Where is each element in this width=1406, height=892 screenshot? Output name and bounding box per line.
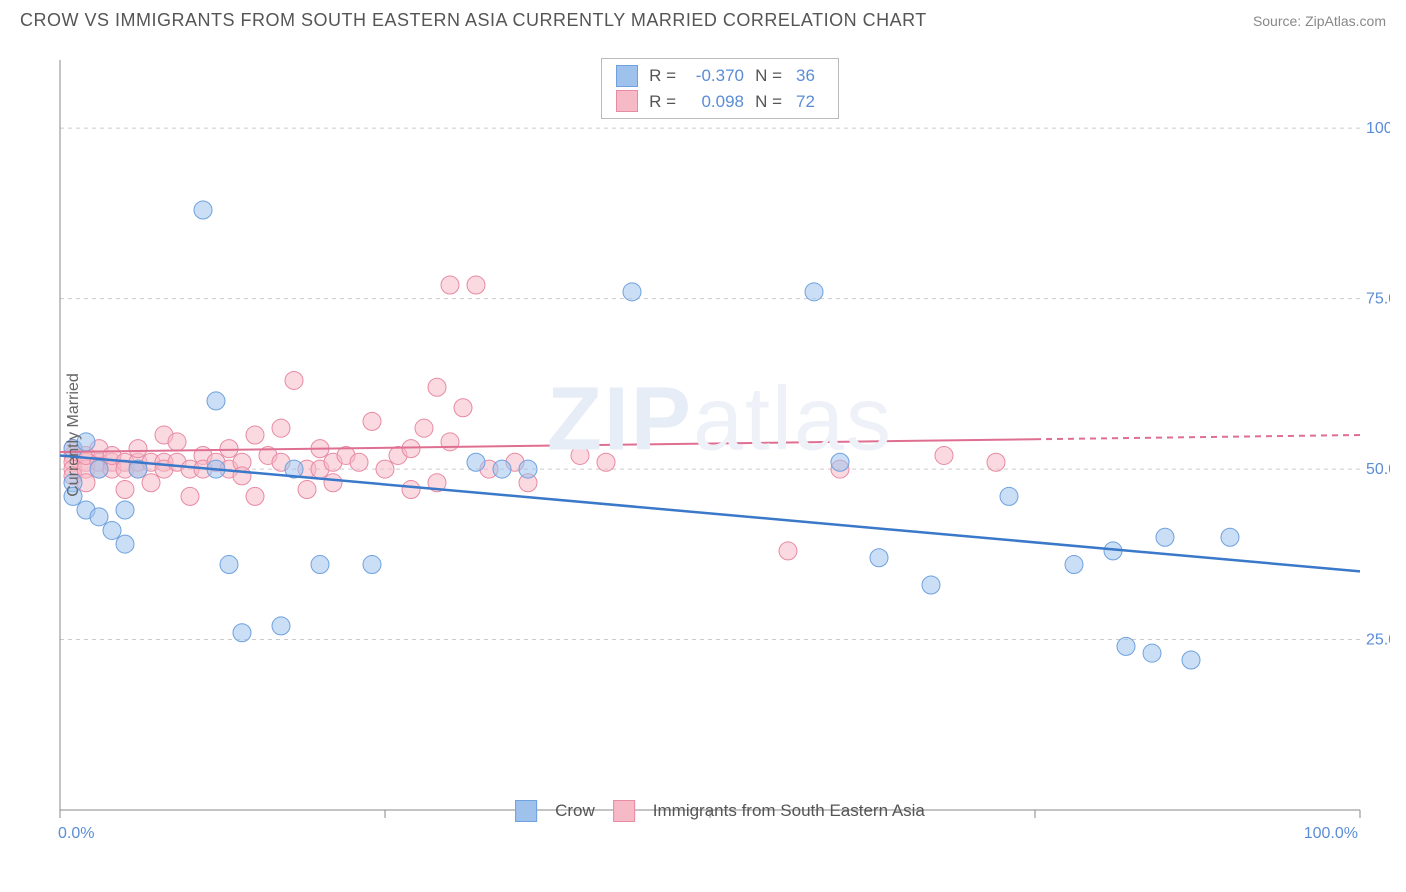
source-name: ZipAtlas.com [1305, 13, 1386, 29]
svg-text:75.0%: 75.0% [1366, 291, 1390, 308]
series-legend: Crow Immigrants from South Eastern Asia [515, 800, 925, 822]
chart-header: CROW VS IMMIGRANTS FROM SOUTH EASTERN AS… [0, 0, 1406, 36]
r-value: 0.098 [684, 89, 744, 115]
n-label: N = [752, 63, 782, 89]
stats-legend: R = -0.370 N = 36 R = 0.098 N = 72 [601, 58, 839, 119]
svg-text:0.0%: 0.0% [58, 825, 94, 842]
svg-text:100.0%: 100.0% [1366, 120, 1390, 137]
r-label: R = [646, 89, 676, 115]
legend-swatch [515, 800, 537, 822]
chart-container: Currently Married ZIPatlas 25.0%50.0%75.… [50, 50, 1390, 820]
n-label: N = [752, 89, 782, 115]
r-value: -0.370 [684, 63, 744, 89]
chart-title: CROW VS IMMIGRANTS FROM SOUTH EASTERN AS… [20, 10, 927, 31]
n-value: 36 [790, 63, 824, 89]
stats-legend-row: R = -0.370 N = 36 [616, 63, 824, 89]
svg-text:100.0%: 100.0% [1304, 825, 1358, 842]
source-label: Source: [1253, 13, 1301, 29]
n-value: 72 [790, 89, 824, 115]
y-axis-label: Currently Married [65, 373, 83, 497]
legend-swatch [616, 65, 638, 87]
scatter-plot: 25.0% 50.0% 75.0% 100.0% 0.0% 100.0% [50, 50, 1390, 850]
legend-series-label: Crow [555, 801, 595, 821]
legend-swatch [616, 90, 638, 112]
svg-text:25.0%: 25.0% [1366, 632, 1390, 649]
r-label: R = [646, 63, 676, 89]
stats-legend-row: R = 0.098 N = 72 [616, 89, 824, 115]
legend-swatch [613, 800, 635, 822]
svg-text:50.0%: 50.0% [1366, 461, 1390, 478]
legend-series-label: Immigrants from South Eastern Asia [653, 801, 925, 821]
source-attribution: Source: ZipAtlas.com [1253, 13, 1386, 29]
